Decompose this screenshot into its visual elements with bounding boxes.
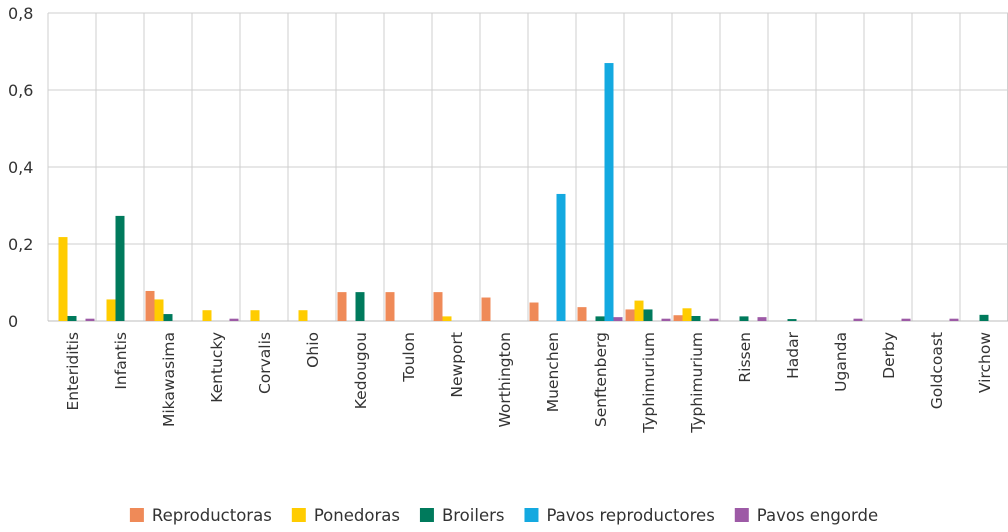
x-tick-label: Kentucky: [208, 332, 226, 403]
legend-swatch: [291, 508, 306, 522]
bar: [481, 297, 491, 321]
x-tick-label: Toulon: [400, 332, 418, 383]
bar: [106, 299, 116, 321]
bar: [229, 318, 239, 321]
x-tick-label: Derby: [880, 332, 898, 379]
bar: [661, 318, 671, 321]
legend-swatch: [734, 508, 749, 522]
legend: Reproductoras Ponedoras Broilers Pavos repr…: [129, 506, 878, 525]
bar: [385, 292, 395, 321]
x-tick-label: Senftenberg: [592, 332, 610, 427]
x-tick-label: Worthington: [496, 332, 514, 428]
x-tick-label: Hadar: [784, 331, 802, 378]
bar: [58, 237, 68, 321]
x-tick-label: Goldcoast: [928, 332, 946, 409]
legend-label: Broilers: [442, 506, 505, 525]
x-tick-label: Kedougou: [352, 332, 370, 409]
x-axis: Enteriditis Infantis Mikawasima Kentucky Cor…: [64, 331, 994, 433]
bars: [58, 63, 989, 322]
bar: [337, 292, 347, 321]
bar: [613, 317, 623, 321]
legend-label: Pavos engorde: [757, 506, 878, 525]
x-tick-label: Rissen: [736, 332, 754, 383]
x-tick-label: Mikawasima: [160, 332, 178, 427]
bar: [709, 318, 719, 321]
legend-item: Ponedoras: [291, 506, 400, 525]
bar: [595, 316, 605, 321]
legend-item: Reproductoras: [129, 506, 272, 525]
grid: [47, 12, 1008, 322]
x-tick-label: Enteriditis: [64, 332, 82, 411]
y-axis: 0 0,2 0,4 0,6 0,8: [8, 4, 33, 331]
bar: [85, 318, 95, 321]
x-tick-label: Virchow: [976, 332, 994, 393]
x-tick-label: Infantis: [112, 332, 130, 390]
bar: [577, 307, 587, 321]
legend-label: Ponedoras: [314, 506, 400, 525]
legend-item: Broilers: [419, 506, 505, 525]
x-tick-label: Typhimurium: [688, 332, 706, 434]
bar: [433, 292, 443, 321]
y-tick-label: 0: [8, 312, 18, 331]
bar: [145, 290, 155, 321]
bar: [202, 310, 212, 321]
bar: [673, 315, 683, 321]
bar: [853, 318, 863, 321]
legend-label: Pavos reproductores: [546, 506, 714, 525]
bar: [556, 193, 566, 321]
bar: [442, 316, 452, 321]
y-tick-label: 0,8: [8, 4, 33, 23]
x-tick-label: Corvalis: [256, 332, 274, 394]
bar: [67, 315, 77, 321]
bar: [901, 318, 911, 321]
legend-swatch: [419, 508, 434, 522]
y-tick-label: 0,4: [8, 158, 33, 177]
x-tick-label: Muenchen: [544, 332, 562, 412]
bar: [739, 316, 749, 321]
legend-swatch: [129, 508, 144, 522]
bar: [634, 300, 644, 321]
bar: [355, 292, 365, 321]
legend-item: Pavos reproductores: [524, 506, 715, 525]
bar: [682, 308, 692, 321]
bar: [787, 319, 797, 321]
bar: [691, 315, 701, 321]
legend-item: Pavos engorde: [734, 506, 878, 525]
x-tick-label: Uganda: [832, 332, 850, 392]
legend-swatch: [524, 508, 539, 522]
bar: [115, 215, 125, 321]
bar: [757, 317, 767, 321]
bar: [643, 309, 653, 321]
x-tick-label: Ohio: [304, 332, 322, 368]
bar: [250, 310, 260, 321]
y-tick-label: 0,2: [8, 235, 33, 254]
bar: [625, 309, 635, 321]
bar: [529, 302, 539, 321]
bar: [298, 310, 308, 321]
x-tick-label: Newport: [448, 332, 466, 398]
bar: [604, 63, 614, 322]
x-tick-label: Typhimurium: [640, 332, 658, 434]
bar: [163, 314, 173, 321]
bar: [154, 299, 164, 321]
y-tick-label: 0,6: [8, 81, 33, 100]
bar: [979, 314, 989, 321]
legend-label: Reproductoras: [152, 506, 272, 525]
bar: [949, 318, 959, 321]
